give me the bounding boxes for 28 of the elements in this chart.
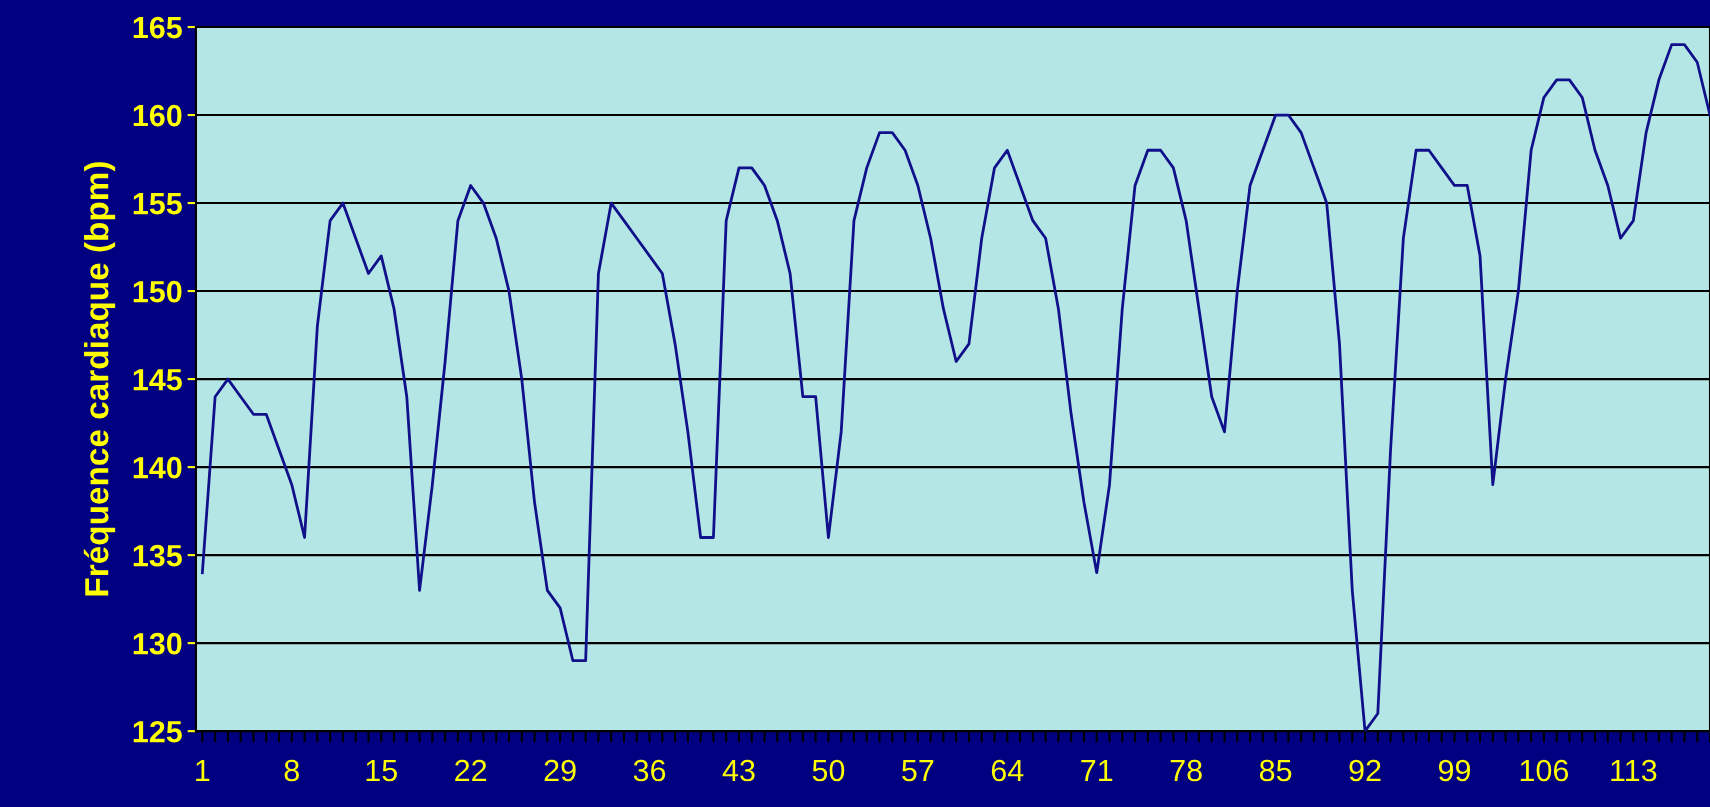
- y-tick-label: 125: [133, 720, 182, 743]
- x-tick-label: 8: [284, 759, 299, 782]
- x-tick-label: 99: [1438, 759, 1471, 782]
- x-tick-label: 106: [1520, 759, 1569, 782]
- x-tick-label: 43: [722, 759, 755, 782]
- line-series: [200, 43, 1710, 732]
- x-tick-label: 36: [633, 759, 666, 782]
- y-tick-label: 145: [133, 369, 182, 391]
- x-tick-label: 85: [1259, 759, 1292, 782]
- y-axis-title: Fréquence cardiaque (bpm): [83, 162, 116, 596]
- x-tick-label: 64: [991, 759, 1024, 782]
- x-tick-label: 29: [544, 759, 576, 782]
- x-tick-label: 22: [455, 759, 487, 782]
- x-tick-label: 57: [902, 760, 934, 782]
- y-tick-label: 165: [133, 16, 182, 39]
- x-tick-label: 1: [196, 760, 210, 782]
- x-tick-label: 50: [812, 759, 845, 782]
- x-tick-label: 113: [1611, 759, 1657, 782]
- y-tick-label: 150: [133, 280, 182, 303]
- y-tick-label: 160: [133, 104, 182, 127]
- x-tick-label: 71: [1081, 760, 1113, 782]
- x-tick-label: 78: [1170, 759, 1202, 782]
- y-tick-label: 155: [133, 193, 182, 215]
- y-tick-label: 135: [133, 544, 182, 567]
- x-tick-label: 15: [366, 760, 397, 782]
- y-tick-label: 140: [133, 456, 182, 479]
- y-tick-label: 130: [133, 632, 182, 655]
- x-tick-label: 92: [1349, 759, 1381, 782]
